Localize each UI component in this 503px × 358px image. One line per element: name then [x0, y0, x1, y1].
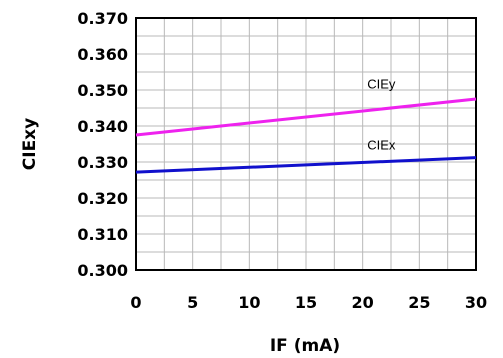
y-tick-label: 0.360 [77, 45, 128, 64]
y-tick-label: 0.350 [77, 81, 128, 100]
y-tick-label: 0.330 [77, 153, 128, 172]
y-tick-labels: 0.370 0.360 0.350 0.340 0.330 0.320 0.310 0.300 [77, 9, 128, 280]
x-tick-label: 5 [187, 293, 198, 312]
y-tick-label: 0.300 [77, 261, 128, 280]
x-tick-label: 10 [238, 293, 260, 312]
series-layer: CIEy CIEx [135, 77, 477, 174]
plot-frame [135, 17, 477, 271]
series-line-ciey [135, 97, 477, 137]
grid [136, 18, 476, 270]
x-tick-labels: 0 5 10 15 20 25 30 [130, 293, 487, 312]
y-tick-label: 0.310 [77, 225, 128, 244]
y-axis-title: CIExy [20, 118, 40, 170]
series-line-ciex [135, 156, 477, 174]
x-tick-label: 25 [408, 293, 430, 312]
x-axis-title: IF (mA) [270, 336, 340, 356]
x-tick-label: 15 [295, 293, 317, 312]
series-label-ciex: CIEx [367, 137, 396, 152]
y-tick-label: 0.340 [77, 117, 128, 136]
x-tick-label: 20 [352, 293, 374, 312]
y-tick-label: 0.370 [77, 9, 128, 28]
x-tick-label: 0 [130, 293, 141, 312]
series-label-ciey: CIEy [367, 77, 396, 92]
x-tick-label: 30 [465, 293, 487, 312]
y-tick-label: 0.320 [77, 189, 128, 208]
